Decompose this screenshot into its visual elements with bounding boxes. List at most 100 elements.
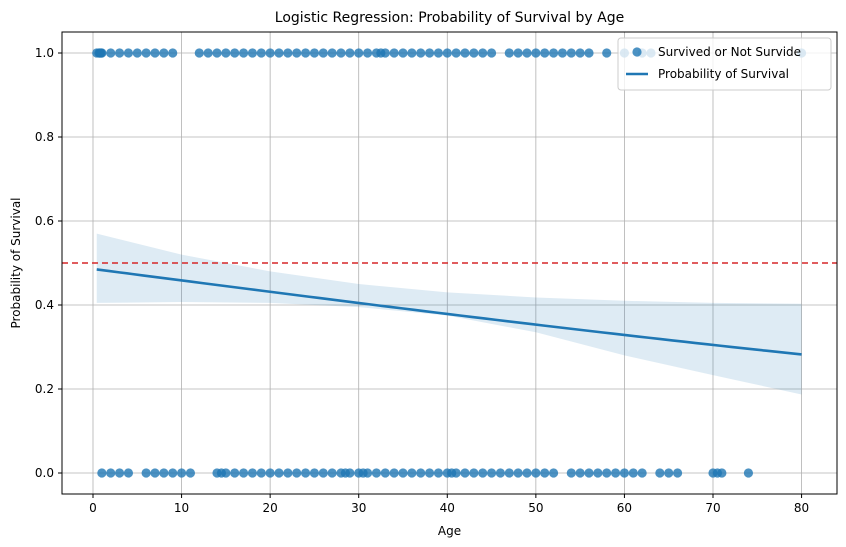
point-not-survived bbox=[424, 468, 435, 478]
point-not-survived bbox=[433, 468, 444, 478]
point-not-survived bbox=[575, 468, 585, 478]
point-not-survived bbox=[123, 468, 134, 478]
legend: Survived or Not Survide Probability of S… bbox=[617, 37, 832, 91]
point-survived bbox=[424, 48, 435, 58]
x-tick-label: 30 bbox=[351, 501, 366, 515]
point-survived bbox=[522, 48, 532, 58]
point-not-survived bbox=[610, 468, 621, 478]
point-not-survived bbox=[593, 468, 603, 478]
y-tick-label: 0.8 bbox=[35, 130, 54, 144]
point-not-survived bbox=[672, 468, 683, 478]
legend-label-points: Survived or Not Survide bbox=[658, 45, 801, 59]
point-not-survived bbox=[159, 468, 169, 478]
point-not-survived bbox=[238, 468, 249, 478]
point-not-survived bbox=[513, 468, 523, 478]
point-not-survived bbox=[655, 468, 665, 478]
point-survived bbox=[150, 48, 160, 58]
x-tick-label: 50 bbox=[528, 501, 543, 515]
point-not-survived bbox=[114, 468, 125, 478]
point-survived bbox=[159, 48, 169, 58]
point-not-survived bbox=[345, 468, 355, 478]
point-not-survived bbox=[318, 468, 328, 478]
point-not-survived bbox=[309, 468, 320, 478]
point-not-survived bbox=[106, 468, 116, 478]
point-survived bbox=[389, 48, 399, 58]
x-axis-label: Age bbox=[438, 524, 461, 538]
point-survived bbox=[203, 48, 213, 58]
point-survived bbox=[247, 48, 258, 58]
point-survived bbox=[416, 48, 426, 58]
point-survived bbox=[584, 48, 594, 58]
point-survived bbox=[540, 48, 550, 58]
point-not-survived bbox=[362, 468, 373, 478]
x-tick-label: 20 bbox=[263, 501, 278, 515]
point-not-survived bbox=[176, 468, 187, 478]
point-survived bbox=[557, 48, 568, 58]
point-not-survived bbox=[531, 468, 541, 478]
point-not-survived bbox=[283, 468, 293, 478]
point-not-survived bbox=[407, 468, 417, 478]
x-tick-label: 10 bbox=[174, 501, 189, 515]
point-survived bbox=[442, 48, 452, 58]
point-survived bbox=[256, 48, 266, 58]
point-survived bbox=[469, 48, 479, 58]
x-tick-label: 60 bbox=[617, 501, 632, 515]
point-not-survived bbox=[628, 468, 638, 478]
point-not-survived bbox=[717, 468, 727, 478]
point-survived bbox=[602, 48, 612, 58]
point-survived bbox=[309, 48, 320, 58]
x-tick-label: 0 bbox=[89, 501, 97, 515]
point-not-survived bbox=[743, 468, 754, 478]
point-not-survived bbox=[469, 468, 479, 478]
point-not-survived bbox=[619, 468, 630, 478]
point-not-survived bbox=[566, 468, 576, 478]
chart-title: Logistic Regression: Probability of Surv… bbox=[275, 10, 624, 26]
point-not-survived bbox=[389, 468, 399, 478]
point-not-survived bbox=[398, 468, 408, 478]
point-not-survived bbox=[451, 468, 461, 478]
point-not-survived bbox=[584, 468, 594, 478]
point-survived bbox=[451, 48, 461, 58]
point-not-survived bbox=[141, 468, 151, 478]
point-not-survived bbox=[416, 468, 426, 478]
x-tick-label: 70 bbox=[705, 501, 720, 515]
y-tick-label: 0.0 bbox=[35, 466, 54, 480]
point-not-survived bbox=[478, 468, 488, 478]
axes-frame bbox=[61, 31, 838, 495]
point-survived bbox=[123, 48, 134, 58]
x-tick-label: 40 bbox=[440, 501, 455, 515]
point-survived bbox=[132, 48, 142, 58]
point-not-survived bbox=[486, 468, 497, 478]
point-survived bbox=[274, 48, 284, 58]
x-axis-ticks: 0 10 20 30 40 50 60 70 80 bbox=[89, 494, 809, 515]
point-survived bbox=[336, 48, 346, 58]
point-not-survived bbox=[327, 468, 337, 478]
point-survived bbox=[265, 48, 275, 58]
point-survived bbox=[460, 48, 470, 58]
point-not-survived bbox=[504, 468, 514, 478]
y-tick-label: 0.6 bbox=[35, 214, 54, 228]
point-survived bbox=[486, 48, 497, 58]
point-survived bbox=[106, 48, 116, 58]
point-survived bbox=[283, 48, 293, 58]
point-survived bbox=[575, 48, 585, 58]
point-not-survived bbox=[97, 468, 107, 478]
point-survived bbox=[97, 48, 107, 58]
y-tick-label: 0.2 bbox=[35, 382, 54, 396]
point-survived bbox=[194, 48, 204, 58]
point-not-survived bbox=[168, 468, 178, 478]
point-survived bbox=[221, 48, 231, 58]
point-not-survived bbox=[230, 468, 240, 478]
regression-line-group bbox=[96, 268, 802, 356]
point-survived bbox=[513, 48, 523, 58]
point-survived bbox=[380, 48, 390, 58]
point-survived bbox=[141, 48, 151, 58]
point-not-survived bbox=[380, 468, 390, 478]
point-not-survived bbox=[637, 468, 647, 478]
point-survived bbox=[114, 48, 125, 58]
legend-box bbox=[617, 37, 832, 91]
plot-frame bbox=[61, 31, 838, 495]
point-not-survived bbox=[664, 468, 674, 478]
point-survived bbox=[398, 48, 408, 58]
